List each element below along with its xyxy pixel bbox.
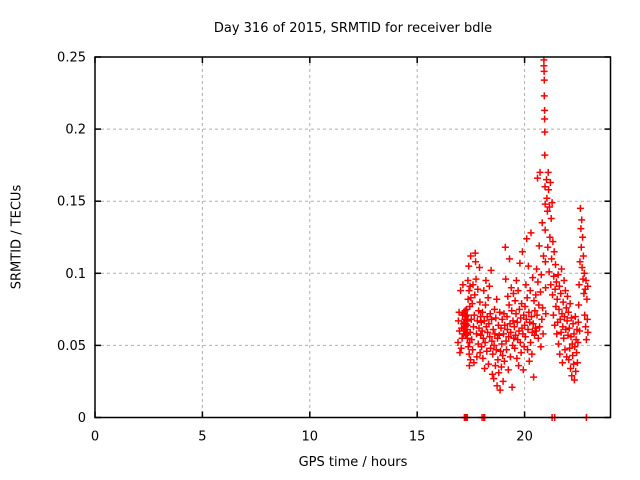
- y-tick-label: 0.1: [65, 267, 86, 282]
- y-tick-label: 0.25: [57, 51, 86, 66]
- x-tick-label: 10: [302, 430, 319, 445]
- chart-title: Day 316 of 2015, SRMTID for receiver bdl…: [213, 21, 493, 36]
- data-points: [454, 56, 592, 421]
- y-tick-label: 0.2: [65, 123, 86, 138]
- y-tick-label: 0.05: [57, 339, 86, 354]
- x-tick-label: 15: [409, 430, 426, 445]
- x-axis-label: GPS time / hours: [298, 455, 408, 470]
- y-tick-label: 0: [78, 411, 86, 426]
- plot-border: [94, 56, 612, 419]
- x-tick-label: 5: [198, 430, 206, 445]
- x-tick-label: 0: [91, 430, 99, 445]
- x-tick-label: 20: [516, 430, 533, 445]
- y-tick-label: 0.15: [57, 195, 86, 210]
